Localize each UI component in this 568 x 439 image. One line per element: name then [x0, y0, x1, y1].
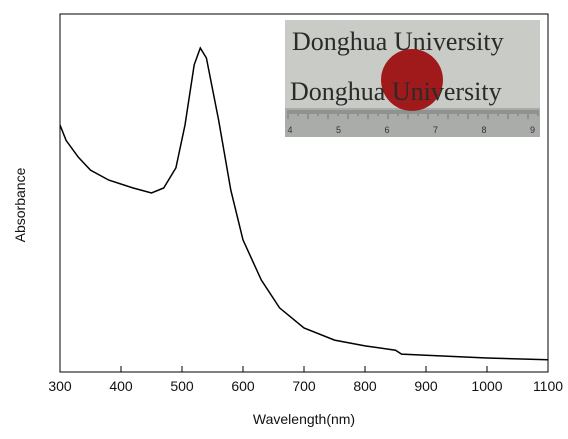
ruler-label: 6	[384, 125, 389, 135]
x-tick-label: 700	[292, 378, 316, 394]
inset-photo: Donghua University Donghua University 4 5…	[285, 20, 540, 137]
x-tick-label: 600	[231, 378, 255, 394]
photo-text: Donghua University	[290, 77, 502, 106]
ruler-label: 4	[287, 125, 292, 135]
x-axis-label: Wavelength(nm)	[253, 411, 355, 427]
x-tick-label: 900	[414, 378, 438, 394]
y-axis-label: Absorbance	[12, 167, 28, 242]
ruler-label: 5	[336, 125, 341, 135]
x-tick-label: 400	[109, 378, 133, 394]
photo-text: Donghua University	[292, 27, 504, 56]
x-tick-label: 1000	[471, 378, 502, 394]
ruler-label: 8	[481, 125, 486, 135]
x-tick-label: 800	[353, 378, 377, 394]
ruler-label: 9	[530, 125, 535, 135]
x-tick-label: 300	[48, 378, 72, 394]
x-tick-label: 500	[170, 378, 194, 394]
ruler-label: 7	[433, 125, 438, 135]
x-tick-label: 1100	[533, 378, 563, 394]
chart: Wavelength(nm) Absorbance Donghua Univer…	[0, 0, 568, 434]
